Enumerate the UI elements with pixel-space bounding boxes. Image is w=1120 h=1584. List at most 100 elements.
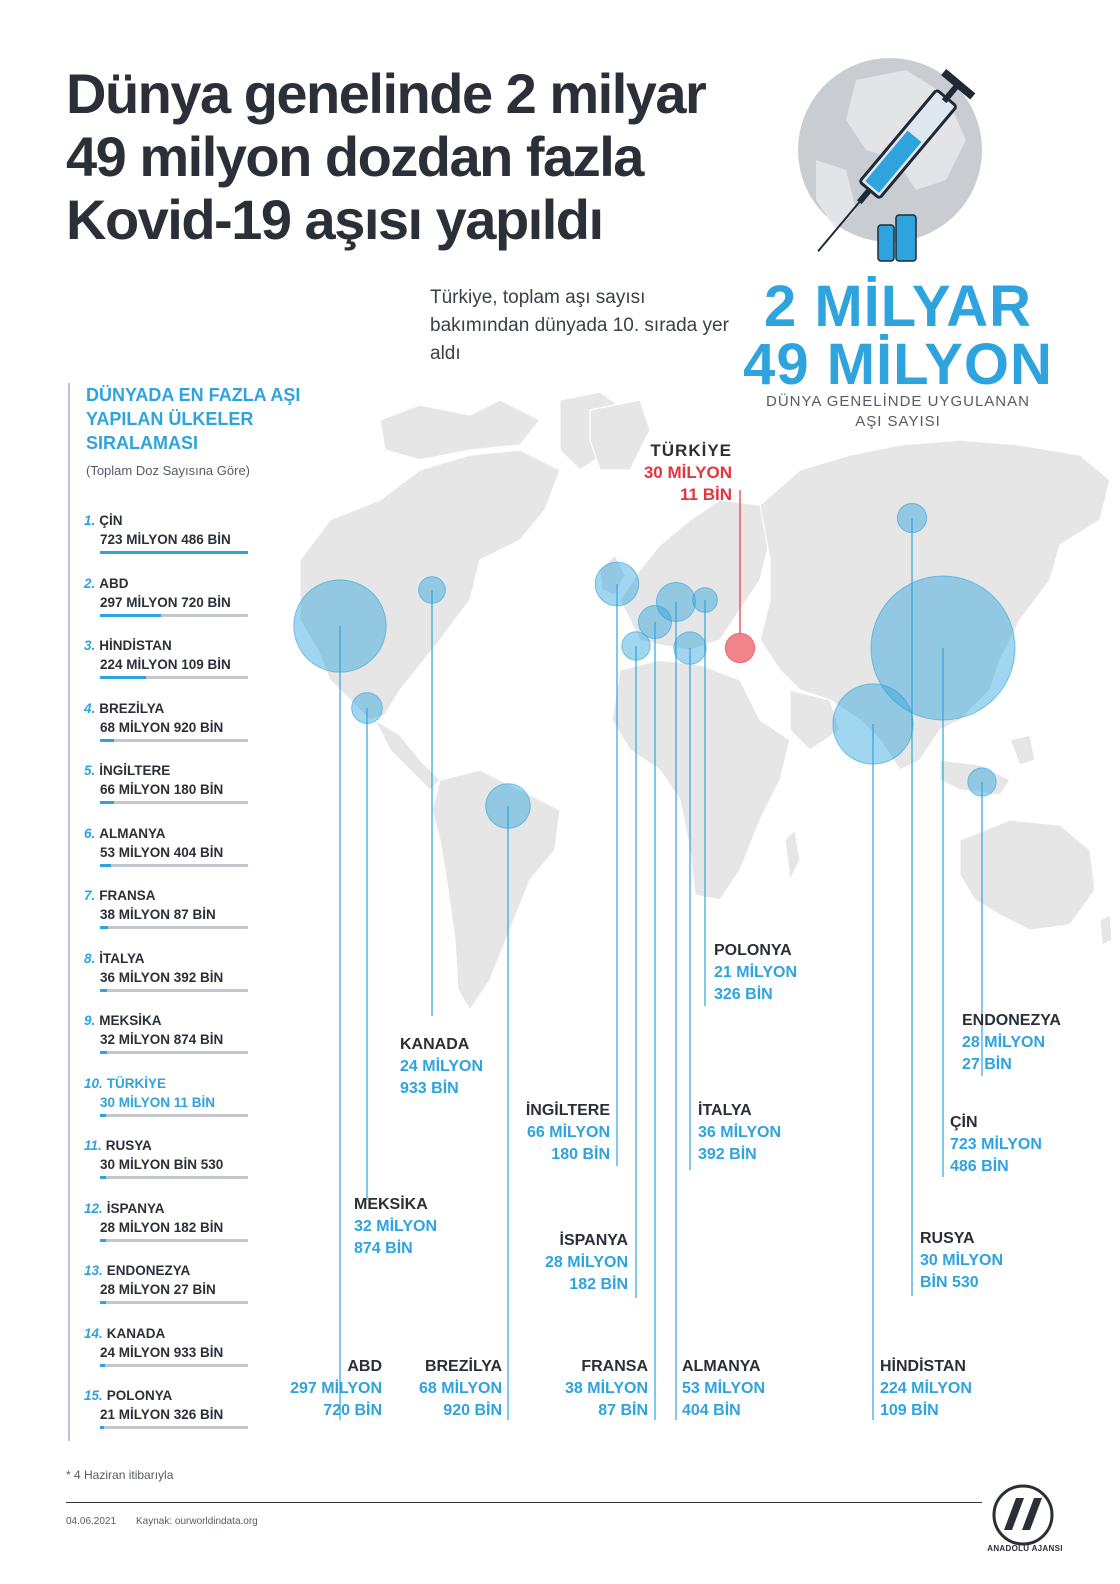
- map-label-value-line2: 920 BİN: [443, 1402, 502, 1419]
- bubble-brezi̇lya: [485, 783, 531, 829]
- ranking-country: 13. ENDONEZYA: [84, 1262, 254, 1280]
- ranking-number: 11.: [84, 1138, 102, 1153]
- ranking-country: 5. İNGİLTERE: [84, 762, 254, 780]
- ranking-bar-track: [100, 738, 248, 742]
- ranking-bar-track: [100, 1113, 248, 1117]
- map-label-value-line2: 180 BİN: [551, 1146, 610, 1163]
- ranking-country-name: ABD: [99, 575, 129, 591]
- ranking-number: 2.: [84, 575, 96, 591]
- ranking-bar-track: [100, 1238, 248, 1242]
- ranking-country: 10. TÜRKİYE: [84, 1075, 254, 1093]
- ranking-country: 3. HİNDİSTAN: [84, 637, 254, 655]
- ranking-country: 2. ABD: [84, 575, 254, 593]
- ranking-row: 3. HİNDİSTAN 224 MİLYON 109 BİN: [84, 637, 254, 679]
- map-label: İNGİLTERE 66 MİLYON 180 BİN: [488, 1100, 610, 1166]
- ranking-value: 38 MİLYON 87 BİN: [100, 907, 216, 922]
- ranking-country-name: KANADA: [106, 1325, 166, 1341]
- ranking-country: 1. ÇİN: [84, 512, 254, 530]
- bubble-i̇ngi̇ltere: [594, 561, 640, 607]
- ranking-row: 8. İTALYA 36 MİLYON 392 BİN: [84, 950, 254, 992]
- bubble-kanada: [418, 576, 446, 604]
- bubble-polonya: [692, 587, 718, 613]
- map-label-country: FRANSA: [581, 1358, 648, 1375]
- page-title: Dünya genelinde 2 milyar 49 milyon dozda…: [66, 62, 707, 251]
- ranking-country: 7. FRANSA: [84, 887, 254, 905]
- footnote: * 4 Haziran itibarıyla: [66, 1468, 174, 1482]
- bubble-i̇talya: [673, 631, 707, 665]
- ranking-bar-track: [100, 676, 248, 679]
- ranking-number: 4.: [84, 700, 96, 716]
- ranking-country-name: POLONYA: [106, 1388, 173, 1403]
- map-label-value-line2: BİN 530: [920, 1274, 979, 1291]
- ranking-bar-track: [100, 863, 248, 867]
- ranking-row: 4. BREZİLYA 68 MİLYON 920 BİN: [84, 700, 254, 742]
- ranking-value: 21 MİLYON 326 BİN: [100, 1407, 224, 1422]
- map-label-value-line2: 720 BİN: [323, 1402, 382, 1419]
- ranking-value: 53 MİLYON 404 BİN: [100, 844, 224, 860]
- ranking-country: 15. POLONYA: [84, 1387, 254, 1405]
- ranking-value: 723 MİLYON 486 BİN: [100, 532, 231, 547]
- ranking-row: 1. ÇİN 723 MİLYON 486 BİN: [84, 512, 254, 554]
- map-label-value-line1: 224 MİLYON: [880, 1380, 972, 1397]
- ranking-bar: [100, 863, 111, 867]
- ranking-number: 5.: [84, 763, 96, 778]
- ranking-bar-track: [100, 1051, 248, 1054]
- ranking-number: 8.: [84, 950, 96, 966]
- ranking-number: 1.: [84, 513, 96, 528]
- bubble-almanya: [655, 581, 697, 623]
- ranking-value: 36 MİLYON 392 BİN: [100, 969, 224, 985]
- ranking-row: 7. FRANSA 38 MİLYON 87 BİN: [84, 887, 254, 929]
- north-america-shape: [299, 449, 561, 721]
- map-label: ABD 297 MİLYON 720 BİN: [262, 1356, 382, 1422]
- ranking-bar: [100, 1426, 105, 1429]
- map-label: BREZİLYA 68 MİLYON 920 BİN: [390, 1356, 502, 1422]
- ranking-country-name: FRANSA: [99, 888, 156, 903]
- bubble-rusya: [896, 502, 928, 534]
- ranking-row: 2. ABD 297 MİLYON 720 BİN: [84, 575, 254, 617]
- ranking-row: 11. RUSYA 30 MİLYON BİN 530: [84, 1137, 254, 1179]
- ranking-value: 66 MİLYON 180 BİN: [100, 782, 224, 797]
- ranking-bar: [100, 926, 108, 929]
- map-label-value-line1: 53 MİLYON: [682, 1380, 765, 1397]
- turkey-name: TÜRKİYE: [650, 441, 732, 460]
- ranking-value: 297 MİLYON 720 BİN: [100, 594, 231, 610]
- map-label: RUSYA 30 MİLYON BİN 530: [920, 1228, 1003, 1294]
- map-label-country: ENDONEZYA: [962, 1012, 1061, 1029]
- ranking-bar: [100, 613, 161, 617]
- map-label: POLONYA 21 MİLYON 326 BİN: [714, 940, 797, 1006]
- ranking-number: 3.: [84, 638, 96, 653]
- map-label-country: RUSYA: [920, 1230, 975, 1247]
- map-label-value-line1: 297 MİLYON: [290, 1380, 382, 1397]
- map-label: İTALYA 36 MİLYON 392 BİN: [698, 1100, 781, 1166]
- ranking-bar: [100, 738, 115, 742]
- map-label-value-line2: 27 BİN: [962, 1056, 1012, 1073]
- ranking-row: 9. MEKSİKA 32 MİLYON 874 BİN: [84, 1012, 254, 1054]
- map-label-value-line2: 109 BİN: [880, 1402, 939, 1419]
- ranking-row: 6. ALMANYA 53 MİLYON 404 BİN: [84, 825, 254, 867]
- australia-shape: [959, 819, 1096, 931]
- ranking-bar: [100, 1301, 106, 1304]
- map-label-country: POLONYA: [714, 942, 792, 959]
- ranking-number: 12.: [84, 1200, 103, 1216]
- ranking-number: 14.: [84, 1325, 103, 1341]
- ranking-country-name: TÜRKİYE: [106, 1075, 167, 1091]
- logo-text: ANADOLU AJANSI: [987, 1544, 1063, 1553]
- ranking-row: 10. TÜRKİYE 30 MİLYON 11 BİN: [84, 1075, 254, 1117]
- bottom-rule: [66, 1502, 982, 1503]
- map-label-country: İNGİLTERE: [525, 1102, 610, 1119]
- ranking-value: 28 MİLYON 182 BİN: [100, 1219, 224, 1235]
- turkey-value-line1: 30 MİLYON: [643, 463, 732, 482]
- ranking-country: 4. BREZİLYA: [84, 700, 254, 718]
- map-label-country: HİNDİSTAN: [880, 1358, 966, 1375]
- ranking-country-name: İTALYA: [99, 950, 145, 966]
- date: 04.06.2021: [66, 1516, 117, 1527]
- turkey-callout: TÜRKİYE 30 MİLYON 11 BİN: [620, 440, 732, 506]
- bubble-abd: [293, 579, 387, 673]
- ranking-bar: [100, 1051, 107, 1054]
- bubble-meksi̇ka: [351, 692, 383, 724]
- ranking-country: 14. KANADA: [84, 1325, 254, 1343]
- ranking-country-name: ENDONEZYA: [106, 1263, 191, 1278]
- ranking-number: 6.: [84, 825, 96, 841]
- bubble-i̇spanya: [621, 631, 651, 661]
